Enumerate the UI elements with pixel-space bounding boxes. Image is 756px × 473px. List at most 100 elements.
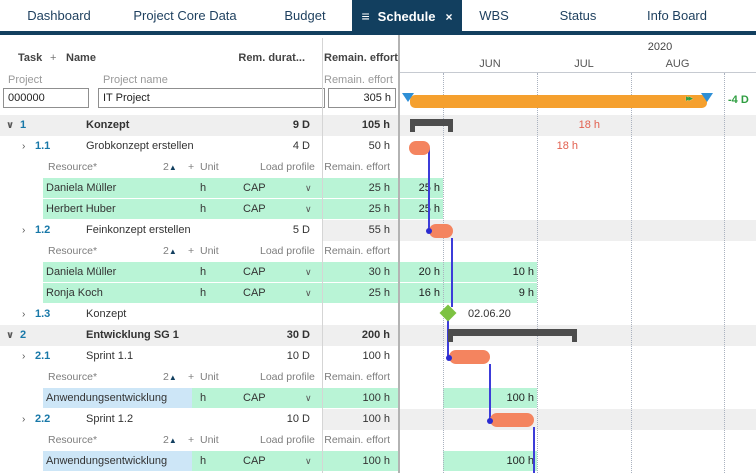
menu-icon[interactable]: ≡ — [361, 8, 370, 24]
task-row-1-2[interactable]: › 1.2 Feinkonzept erstellen 5 D 55 h — [0, 220, 756, 241]
task-number: 2.2 — [35, 413, 51, 425]
resource-pool-highlight — [43, 388, 192, 408]
resource-row-background — [43, 283, 398, 303]
add-resource-button[interactable]: + — [188, 245, 195, 257]
tab-dashboard[interactable]: Dashboard — [27, 8, 91, 23]
resource-column-label[interactable]: Resource* — [48, 371, 98, 383]
expand-caret[interactable]: › — [22, 309, 26, 320]
add-column-button[interactable]: + — [50, 52, 57, 64]
load-profile-value: CAP — [243, 392, 266, 404]
gantt-summary-bar-2[interactable] — [448, 329, 577, 342]
resource-name: Daniela Müller — [46, 266, 117, 278]
column-header-task[interactable]: Task — [18, 52, 43, 64]
sort-asc-icon: ▲ — [168, 436, 177, 445]
resource-row[interactable]: Anwendungsentwicklung h CAP ∨ 100 h — [0, 388, 756, 409]
table-gantt-splitter[interactable] — [398, 35, 400, 473]
resource-row[interactable]: Herbert Huber h CAP ∨ 25 h — [0, 199, 756, 220]
phase-band — [400, 283, 537, 303]
connector-line — [451, 238, 453, 307]
connector-dot — [487, 418, 493, 424]
task-row-1-3[interactable]: › 1.3 Konzept — [0, 304, 756, 325]
project-id-input[interactable] — [3, 88, 89, 108]
task-row-2-2[interactable]: › 2.2 Sprint 1.2 10 D 100 h — [0, 409, 756, 430]
task-number: 2.1 — [35, 350, 51, 362]
gantt-task-bar-1-2[interactable] — [429, 224, 453, 238]
column-header-name[interactable]: Name — [66, 52, 96, 64]
task-effort: 100 h — [362, 413, 390, 425]
phase-value: 25 h — [418, 182, 440, 194]
add-resource-button[interactable]: + — [188, 371, 195, 383]
row-shading — [399, 220, 756, 241]
sort-indicator[interactable]: 2▲ — [163, 371, 177, 383]
effort-column-label: Remain. effort — [324, 371, 390, 383]
expand-caret[interactable]: › — [22, 141, 26, 152]
task-row-1[interactable]: ∨ 1 Konzept 9 D 105 h — [0, 115, 756, 136]
resource-row-background — [43, 262, 398, 282]
project-name-input[interactable] — [98, 88, 325, 108]
gantt-task-bar-2-2[interactable] — [490, 413, 534, 427]
sort-indicator[interactable]: 2▲ — [163, 245, 177, 257]
resource-row[interactable]: Daniela Müller h CAP ∨ 30 h — [0, 262, 756, 283]
resource-row[interactable]: Ronja Koch h CAP ∨ 25 h — [0, 283, 756, 304]
tab-project-core-data[interactable]: Project Core Data — [133, 8, 237, 23]
resource-row[interactable]: Anwendungsentwicklung h CAP ∨ 100 h — [0, 451, 756, 472]
phase-band — [400, 262, 537, 282]
row-shading — [322, 409, 398, 430]
project-effort-input[interactable] — [328, 88, 396, 108]
gantt-grid-line — [537, 73, 538, 473]
collapse-caret[interactable]: ∨ — [6, 120, 15, 131]
connector-dot — [426, 228, 432, 234]
subheader-project-name: Project name — [103, 74, 168, 86]
load-profile-dropdown-icon[interactable]: ∨ — [305, 456, 312, 466]
connector-line — [428, 148, 430, 231]
phase-value: 25 h — [418, 203, 440, 215]
task-effort: 50 h — [368, 140, 390, 152]
add-resource-button[interactable]: + — [188, 161, 195, 173]
load-profile-column-label: Load profile — [260, 245, 315, 257]
load-profile-dropdown-icon[interactable]: ∨ — [305, 183, 312, 193]
load-profile-dropdown-icon[interactable]: ∨ — [305, 267, 312, 277]
tab-budget[interactable]: Budget — [284, 8, 326, 23]
load-profile-value: CAP — [243, 203, 266, 215]
gantt-start-marker[interactable] — [402, 93, 414, 102]
load-profile-dropdown-icon[interactable]: ∨ — [305, 288, 312, 298]
task-duration: 4 D — [292, 140, 310, 152]
expand-caret[interactable]: › — [22, 351, 26, 362]
task-row-1-1[interactable]: › 1.1 Grobkonzept erstellen 4 D 50 h — [0, 136, 756, 157]
sort-indicator[interactable]: 2▲ — [163, 434, 177, 446]
phase-band — [443, 451, 537, 471]
gantt-task-bar-1-1[interactable] — [409, 141, 430, 155]
load-profile-dropdown-icon[interactable]: ∨ — [305, 204, 312, 214]
task-row-2-1[interactable]: › 2.1 Sprint 1.1 10 D 100 h — [0, 346, 756, 367]
resource-row[interactable]: Daniela Müller h CAP ∨ 25 h — [0, 178, 756, 199]
resource-column-label[interactable]: Resource* — [48, 161, 98, 173]
expand-caret[interactable]: › — [22, 225, 26, 236]
gantt-summary-bar-1[interactable] — [410, 119, 453, 132]
column-header-duration[interactable]: Rem. durat... — [238, 52, 305, 64]
gantt-grid-line — [443, 73, 444, 473]
close-icon[interactable]: × — [445, 10, 453, 24]
tab-info-board[interactable]: Info Board — [647, 8, 707, 23]
overload-label: 18 h — [556, 140, 578, 152]
add-resource-button[interactable]: + — [188, 434, 195, 446]
gantt-task-bar-2-1[interactable] — [449, 350, 490, 364]
resource-column-label[interactable]: Resource* — [48, 434, 98, 446]
column-header-effort[interactable]: Remain. effort — [324, 52, 398, 64]
task-duration: 9 D — [292, 119, 310, 131]
tab-schedule[interactable]: ≡ Schedule × — [352, 0, 462, 35]
sort-indicator[interactable]: 2▲ — [163, 161, 177, 173]
task-name: Feinkonzept erstellen — [86, 224, 191, 236]
timeline-year: 2020 — [647, 41, 673, 53]
load-profile-dropdown-icon[interactable]: ∨ — [305, 393, 312, 403]
resource-column-label[interactable]: Resource* — [48, 245, 98, 257]
task-row-2[interactable]: ∨ 2 Entwicklung SG 1 30 D 200 h — [0, 325, 756, 346]
tab-status[interactable]: Status — [559, 8, 597, 23]
row-shading — [399, 409, 756, 430]
gantt-project-bar[interactable] — [410, 95, 707, 108]
task-number: 1.3 — [35, 308, 51, 320]
tab-wbs[interactable]: WBS — [479, 8, 509, 23]
expand-caret[interactable]: › — [22, 414, 26, 425]
collapse-caret[interactable]: ∨ — [6, 330, 15, 341]
gantt-end-marker[interactable] — [701, 93, 713, 102]
